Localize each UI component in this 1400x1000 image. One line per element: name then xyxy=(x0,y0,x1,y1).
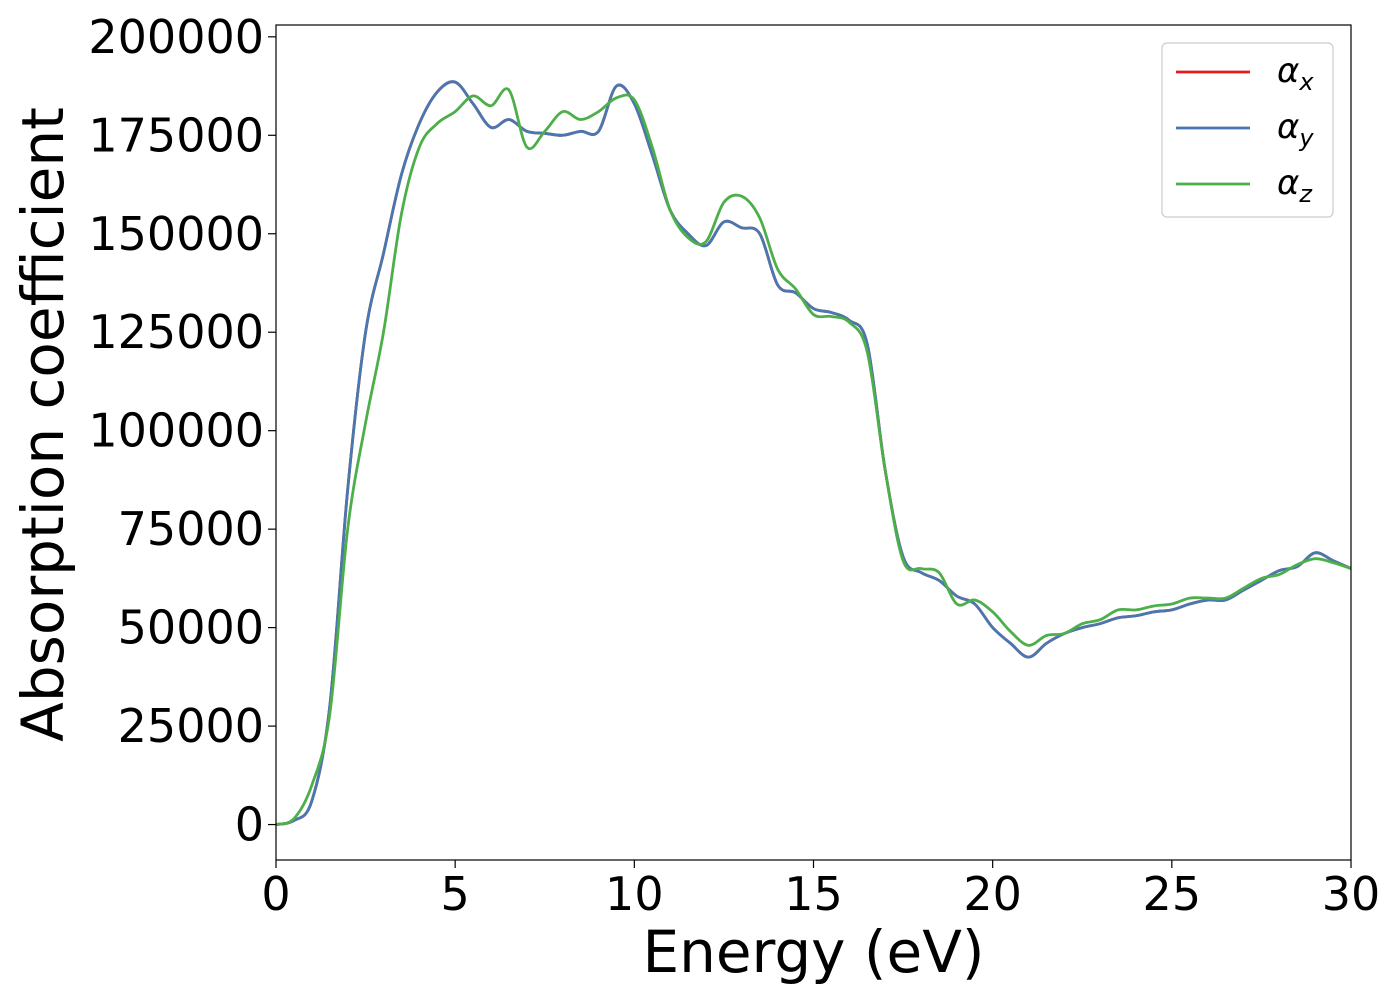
legend-label-x: αx xyxy=(1277,51,1314,96)
y-tick-label: 75000 xyxy=(118,502,264,556)
x-tick-label: 25 xyxy=(1143,867,1202,921)
y-tick-label: 175000 xyxy=(88,108,264,162)
y-tick-label: 200000 xyxy=(88,10,264,64)
x-tick-label: 20 xyxy=(963,867,1022,921)
tick-layer: 0 5 10 15 20 25 30 0 25000 50000 75000 100000 125000… xyxy=(88,10,1380,921)
legend-label-y: αy xyxy=(1277,107,1314,152)
y-tick-label: 50000 xyxy=(118,601,264,655)
series-layer xyxy=(275,80,1352,826)
y-tick-label: 125000 xyxy=(88,305,264,359)
x-tick-label: 30 xyxy=(1322,867,1381,921)
x-tick-label: 10 xyxy=(605,867,664,921)
x-tick-label: 5 xyxy=(441,867,470,921)
legend-label-z: αz xyxy=(1277,163,1313,208)
x-axis-title: Energy (eV) xyxy=(642,918,984,986)
x-tick-label: 15 xyxy=(784,867,843,921)
legend-box xyxy=(1161,42,1334,218)
y-tick-label: 25000 xyxy=(118,699,264,753)
y-tick-label: 0 xyxy=(235,798,264,852)
y-tick-label: 100000 xyxy=(88,404,264,458)
y-tick-label: 150000 xyxy=(88,207,264,261)
legend: αx αy αz xyxy=(1161,42,1334,218)
series-line-z xyxy=(275,87,1352,826)
x-tick-label: 0 xyxy=(261,867,290,921)
y-axis-title: Absorption coefficient xyxy=(9,107,77,742)
